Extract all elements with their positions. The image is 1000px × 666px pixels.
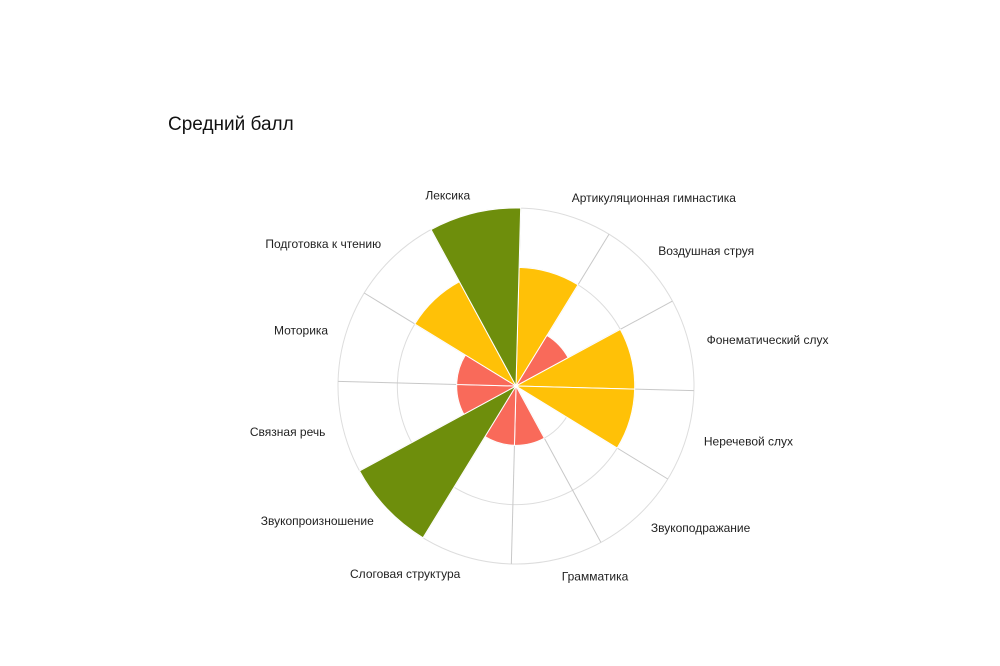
category-label: Слоговая структура — [350, 567, 461, 581]
category-label: Моторика — [274, 323, 328, 337]
label-layer: Артикуляционная гимнастика Воздушная стру… — [250, 188, 829, 583]
category-label: Воздушная струя — [658, 244, 754, 258]
slice-4 — [514, 385, 636, 449]
slice-12 — [430, 207, 522, 388]
category-label: Фонематический слух — [707, 333, 829, 347]
category-label: Связная речь — [250, 425, 326, 439]
category-label: Артикуляционная гимнастика — [572, 191, 737, 205]
category-label: Звукопроизношение — [261, 514, 374, 528]
category-label: Звукоподражание — [651, 521, 751, 535]
category-label: Подготовка к чтению — [265, 237, 381, 251]
category-label: Неречевой слух — [704, 435, 793, 449]
slice-8 — [358, 384, 518, 539]
chart-title: Средний балл — [168, 114, 294, 135]
category-label: Грамматика — [562, 570, 629, 584]
category-label: Лексика — [425, 188, 470, 202]
slice-layer — [358, 207, 636, 539]
